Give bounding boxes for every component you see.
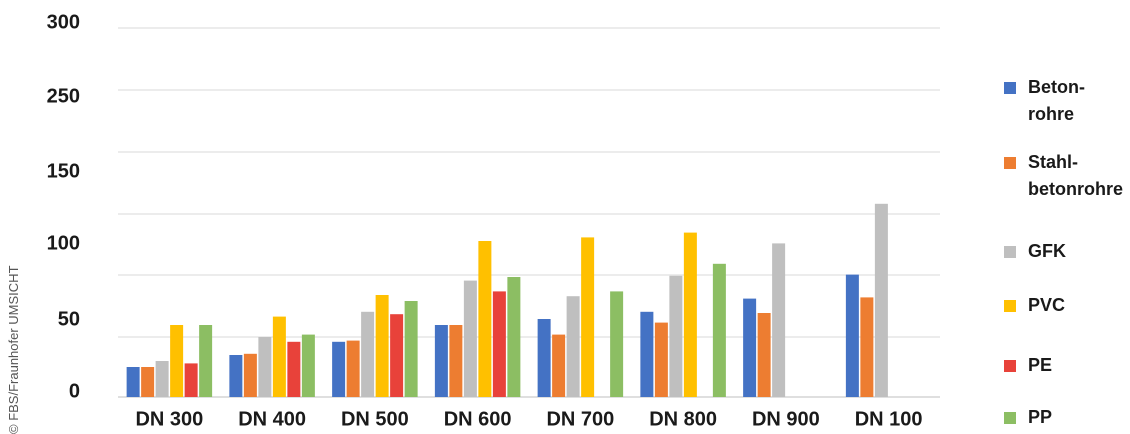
x-tick-label: DN 700 <box>546 408 614 430</box>
bar <box>126 367 140 397</box>
legend-swatch <box>1004 82 1016 94</box>
bar <box>155 361 169 397</box>
bar <box>404 301 418 397</box>
legend-swatch <box>1004 246 1016 258</box>
y-tick-label: 0 <box>69 380 80 402</box>
legend-swatch <box>1004 412 1016 424</box>
bar <box>537 319 551 397</box>
bar <box>492 291 506 397</box>
legend-label: Stahl-betonrohre <box>1028 152 1123 199</box>
legend-swatch <box>1004 300 1016 312</box>
x-tick-label: DN 900 <box>752 408 820 430</box>
x-tick-label: DN 500 <box>341 408 409 430</box>
bar <box>610 291 624 397</box>
bar <box>478 241 492 397</box>
bar <box>669 275 683 397</box>
bar <box>229 355 243 397</box>
bar <box>566 296 580 397</box>
x-tick-label: DN 600 <box>444 408 512 430</box>
bar <box>258 337 272 397</box>
bar <box>199 325 213 397</box>
bar <box>552 334 566 397</box>
legend-label: PVC <box>1028 295 1065 315</box>
bar <box>874 203 888 397</box>
bar <box>361 311 375 397</box>
bar <box>184 363 198 397</box>
bar <box>463 280 477 397</box>
bar <box>654 322 668 397</box>
x-tick-label: DN 300 <box>135 408 203 430</box>
bar <box>332 341 346 397</box>
y-tick-label: 150 <box>47 160 80 182</box>
bar <box>449 325 463 397</box>
bar <box>287 341 301 397</box>
y-tick-label: 50 <box>58 308 80 330</box>
bar <box>301 334 315 397</box>
y-tick-label: 300 <box>47 11 80 33</box>
bar <box>141 367 155 397</box>
bar <box>170 325 184 397</box>
legend-swatch <box>1004 157 1016 169</box>
bar <box>743 298 757 397</box>
y-tick-label: 100 <box>47 232 80 254</box>
bar <box>375 295 389 397</box>
bar <box>860 297 874 397</box>
x-tick-label: DN 400 <box>238 408 306 430</box>
x-tick-label: DN 800 <box>649 408 717 430</box>
legend-label: PE <box>1028 355 1052 375</box>
bar <box>712 263 726 397</box>
bar <box>581 237 595 397</box>
bar <box>640 311 654 397</box>
bar <box>346 340 360 397</box>
bar <box>772 243 786 397</box>
bar <box>434 325 448 397</box>
bar <box>243 353 257 397</box>
y-tick-label: 250 <box>47 85 80 107</box>
x-tick-label: DN 100 <box>855 408 923 430</box>
bar <box>390 314 404 397</box>
bar <box>272 316 286 397</box>
bar <box>757 313 771 397</box>
bar <box>683 232 697 397</box>
copyright-credit: © FBS/Fraunhofer UMSICHT <box>6 265 21 434</box>
bar <box>845 274 859 397</box>
legend-label: Beton-rohre <box>1028 77 1085 124</box>
bar <box>507 277 521 397</box>
legend-label: GFK <box>1028 241 1066 261</box>
legend-swatch <box>1004 360 1016 372</box>
legend-label: PP <box>1028 407 1052 427</box>
